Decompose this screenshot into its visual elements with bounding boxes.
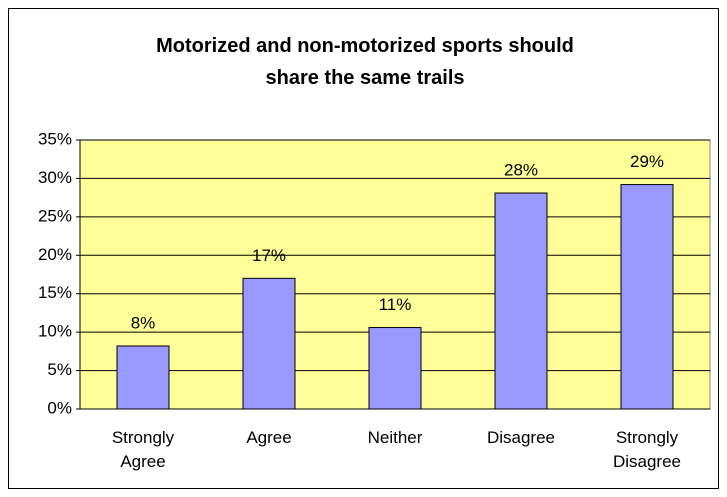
- bar: [620, 184, 674, 410]
- bar: [116, 345, 170, 410]
- y-tick-label: 20%: [38, 245, 72, 264]
- chart-title: Motorized and non-motorized sports shoul…: [156, 35, 574, 89]
- bar: [494, 192, 548, 410]
- data-label: 28%: [504, 161, 538, 180]
- y-tick-label: 35%: [38, 129, 72, 148]
- x-tick-label: Disagree: [486, 428, 556, 447]
- x-tick-label: Strongly Disagree: [612, 428, 682, 471]
- x-tick-label: Agree: [246, 428, 292, 447]
- y-tick-label: 10%: [38, 322, 72, 341]
- x-tick-label: Neither: [367, 428, 423, 447]
- y-tick-label: 5%: [47, 360, 72, 379]
- bar: [242, 277, 296, 410]
- data-label: 11%: [379, 295, 412, 314]
- data-label: 17%: [252, 246, 286, 265]
- y-tick-label: 30%: [38, 168, 72, 187]
- data-label: 29%: [630, 152, 664, 171]
- data-label: 8%: [131, 313, 156, 332]
- y-tick-label: 15%: [38, 283, 72, 302]
- x-tick-label: Strongly Agree: [111, 428, 175, 471]
- y-tick-label: 25%: [38, 206, 72, 225]
- y-tick-label: 0%: [47, 398, 72, 417]
- bar: [368, 327, 422, 410]
